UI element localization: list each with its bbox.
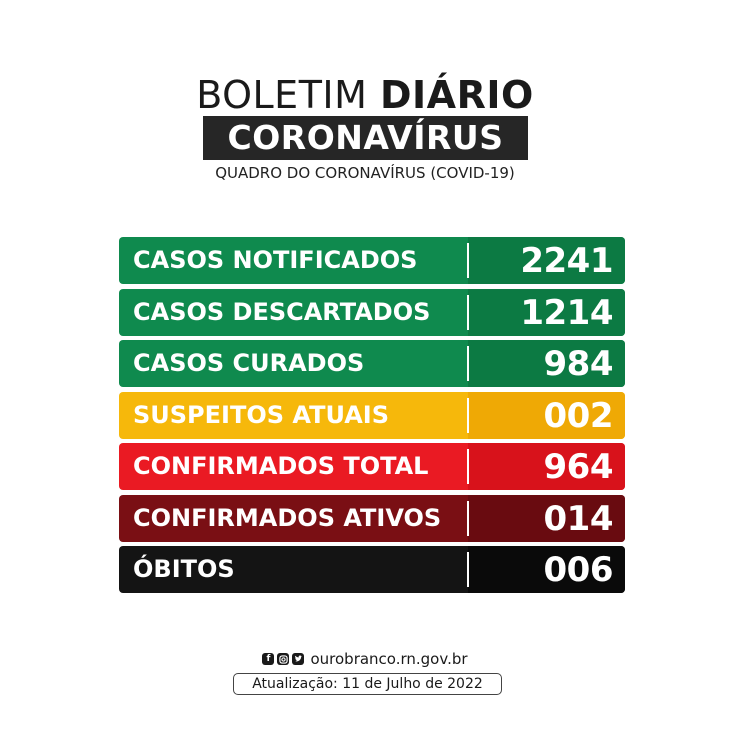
facebook-icon[interactable]: f [262,653,275,665]
stat-value: 002 [543,395,614,436]
stat-row-notificados: CASOS NOTIFICADOS 2241 [119,237,625,284]
title-bold: DIÁRIO [380,73,534,117]
stat-value: 006 [543,550,614,590]
stat-value-panel [468,494,625,542]
stat-row-suspeitos: SUSPEITOS ATUAIS 002 [119,391,625,439]
stat-divider [467,243,469,278]
social-links: f ourobranco.rn.gov.br [0,650,730,668]
page-title: BOLETIM DIÁRIO [0,72,730,118]
stat-divider [467,397,469,433]
stat-value-panel [468,546,625,593]
stat-value: 014 [543,498,614,539]
stat-divider [467,449,469,484]
subtitle: QUADRO DO CORONAVÍRUS (COVID-19) [215,164,515,182]
stat-value: 2241 [520,241,613,281]
stat-label: ÓBITOS [133,555,235,583]
stat-value-panel [468,391,625,439]
stat-divider [467,294,469,330]
twitter-icon[interactable] [292,653,305,665]
stat-value-panel [468,340,625,387]
stat-row-descartados: CASOS DESCARTADOS 1214 [119,288,625,336]
stat-divider [467,500,469,536]
stat-value: 964 [543,447,614,487]
stats-table: CASOS NOTIFICADOS 2241 CASOS DESCARTADOS… [119,237,625,598]
instagram-icon[interactable] [277,653,290,665]
stat-row-obitos: ÓBITOS 006 [119,546,625,593]
stat-label: CONFIRMADOS TOTAL [133,452,429,480]
stat-label: CASOS CURADOS [133,349,365,377]
stat-value-panel [468,443,625,490]
stat-value-panel [468,288,625,336]
stat-divider [467,346,469,381]
update-date-badge: Atualização: 11 de Julho de 2022 [233,673,502,695]
stat-value: 984 [543,344,614,384]
stat-value: 1214 [520,292,613,333]
stat-label: CASOS NOTIFICADOS [133,246,418,274]
title-banner: CORONAVÍRUS [203,116,528,160]
stat-row-curados: CASOS CURADOS 984 [119,340,625,387]
stat-label: CASOS DESCARTADOS [133,297,431,326]
stat-row-confirmados-ativos: CONFIRMADOS ATIVOS 014 [119,494,625,542]
stat-divider [467,552,469,587]
stat-label: CONFIRMADOS ATIVOS [133,503,442,532]
stat-label: SUSPEITOS ATUAIS [133,400,390,429]
title-light: BOLETIM [196,73,368,117]
website-link[interactable]: ourobranco.rn.gov.br [310,650,468,668]
stat-value-panel [468,237,625,284]
stat-row-confirmados-total: CONFIRMADOS TOTAL 964 [119,443,625,490]
